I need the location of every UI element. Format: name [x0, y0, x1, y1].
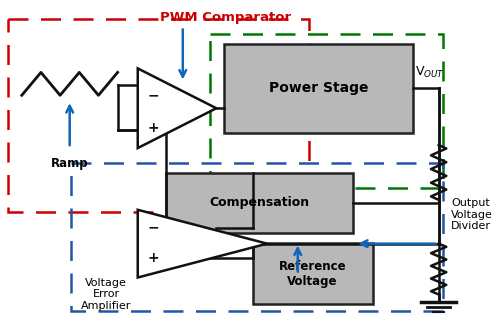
Text: PWM Comparator: PWM Comparator [160, 11, 291, 24]
Text: Voltage
Error
Amplifier: Voltage Error Amplifier [81, 278, 131, 311]
Text: Compensation: Compensation [210, 196, 310, 209]
Text: +: + [147, 251, 159, 265]
Text: Power Stage: Power Stage [268, 81, 368, 95]
Bar [252, 243, 373, 304]
Text: Output
Voltage
Divider: Output Voltage Divider [451, 198, 493, 231]
Bar [8, 19, 309, 212]
Text: +: + [147, 121, 159, 135]
Bar [167, 173, 353, 233]
Bar [71, 163, 444, 311]
Text: −: − [147, 221, 159, 235]
Bar [210, 34, 444, 188]
Polygon shape [138, 210, 267, 277]
Text: Reference
Voltage: Reference Voltage [279, 259, 346, 288]
Text: Ramp: Ramp [51, 156, 88, 170]
Text: V$_{OUT}$: V$_{OUT}$ [415, 65, 445, 80]
Text: −: − [147, 88, 159, 102]
Polygon shape [138, 68, 217, 148]
Bar [224, 43, 413, 133]
